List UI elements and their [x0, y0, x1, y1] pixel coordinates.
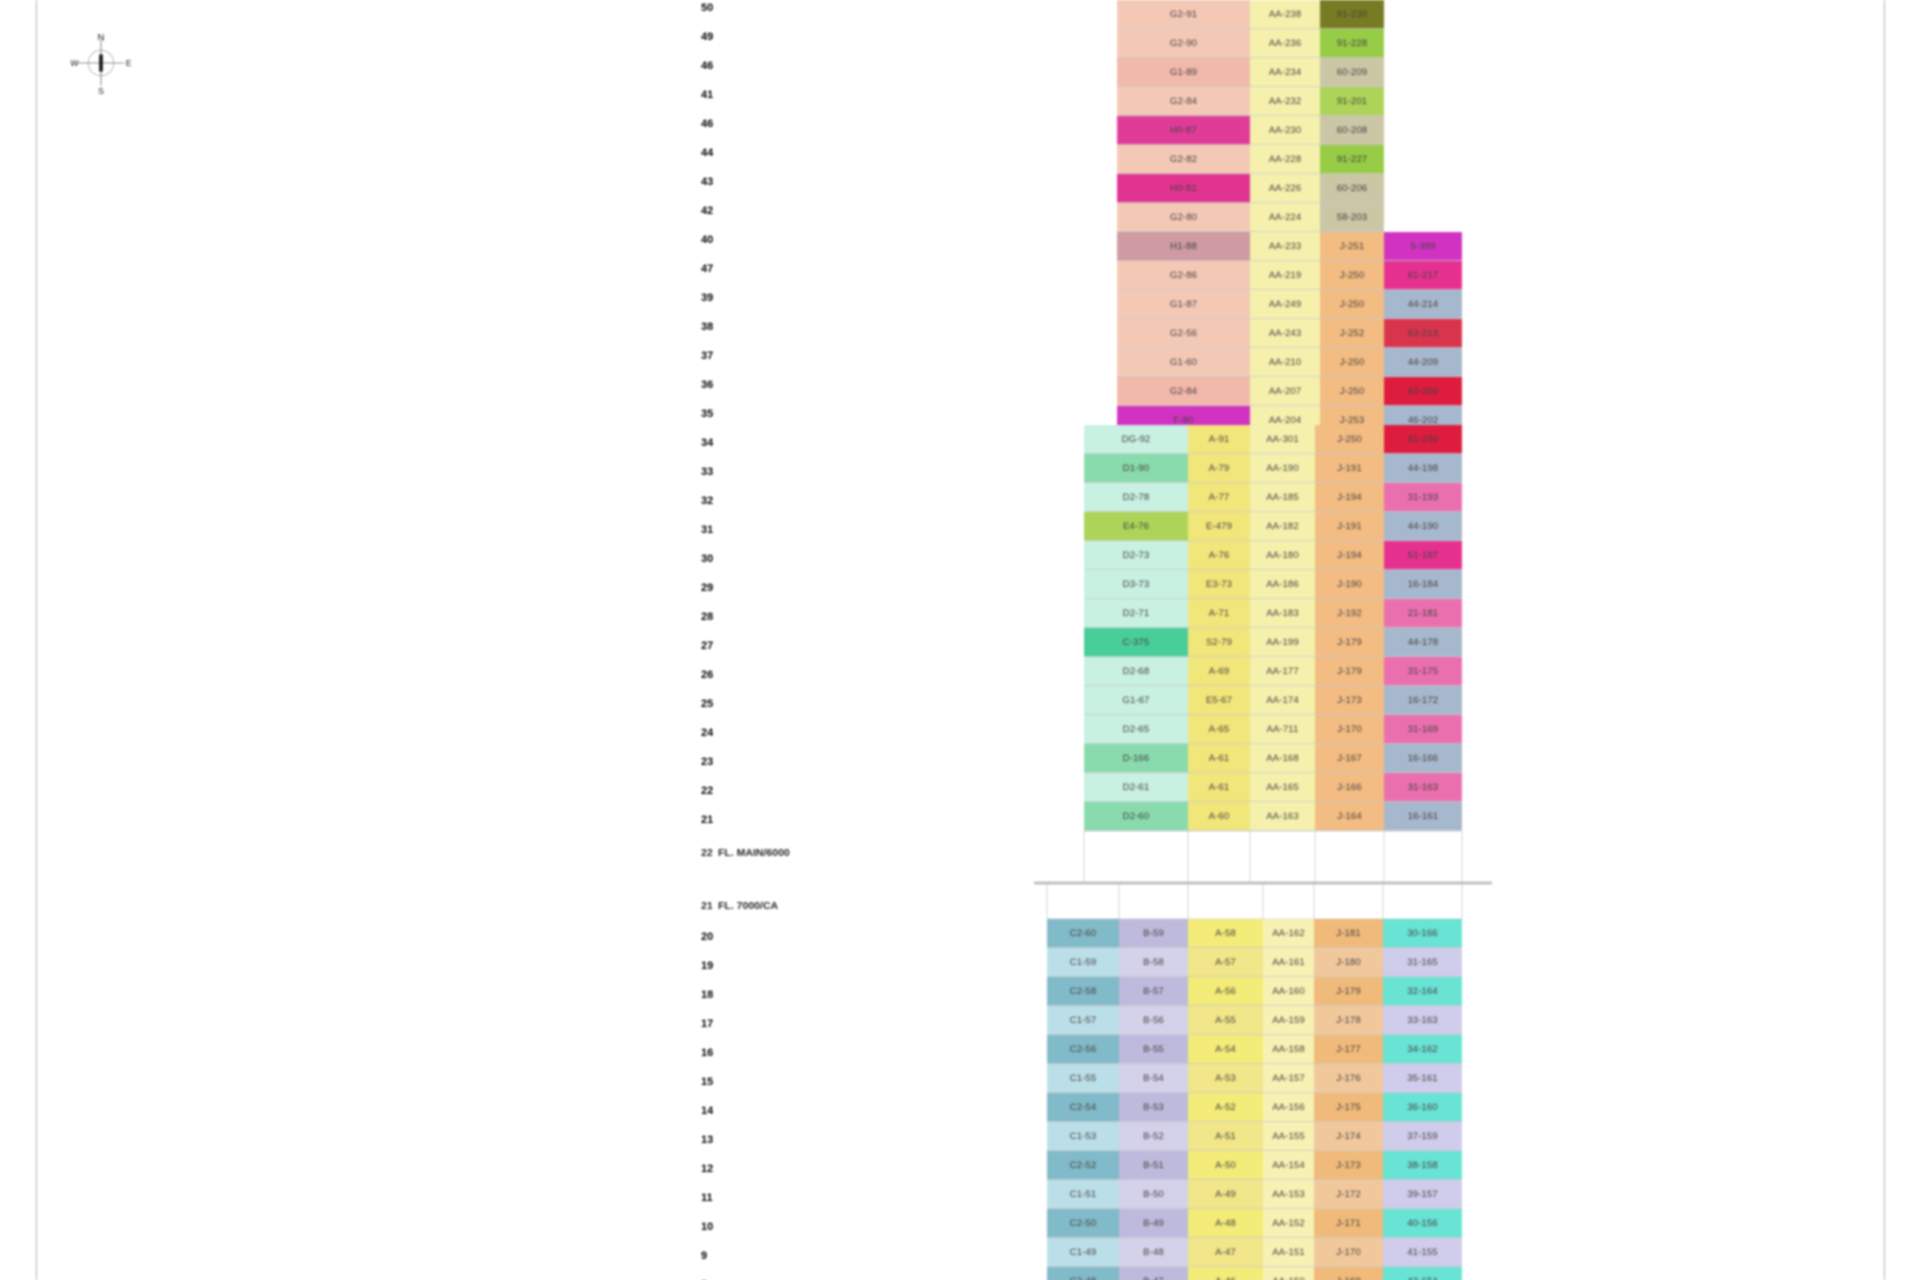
- svg-text:N: N: [98, 33, 105, 44]
- svg-text:E: E: [126, 58, 132, 68]
- svg-text:W: W: [70, 58, 78, 68]
- svg-text:S: S: [98, 86, 104, 96]
